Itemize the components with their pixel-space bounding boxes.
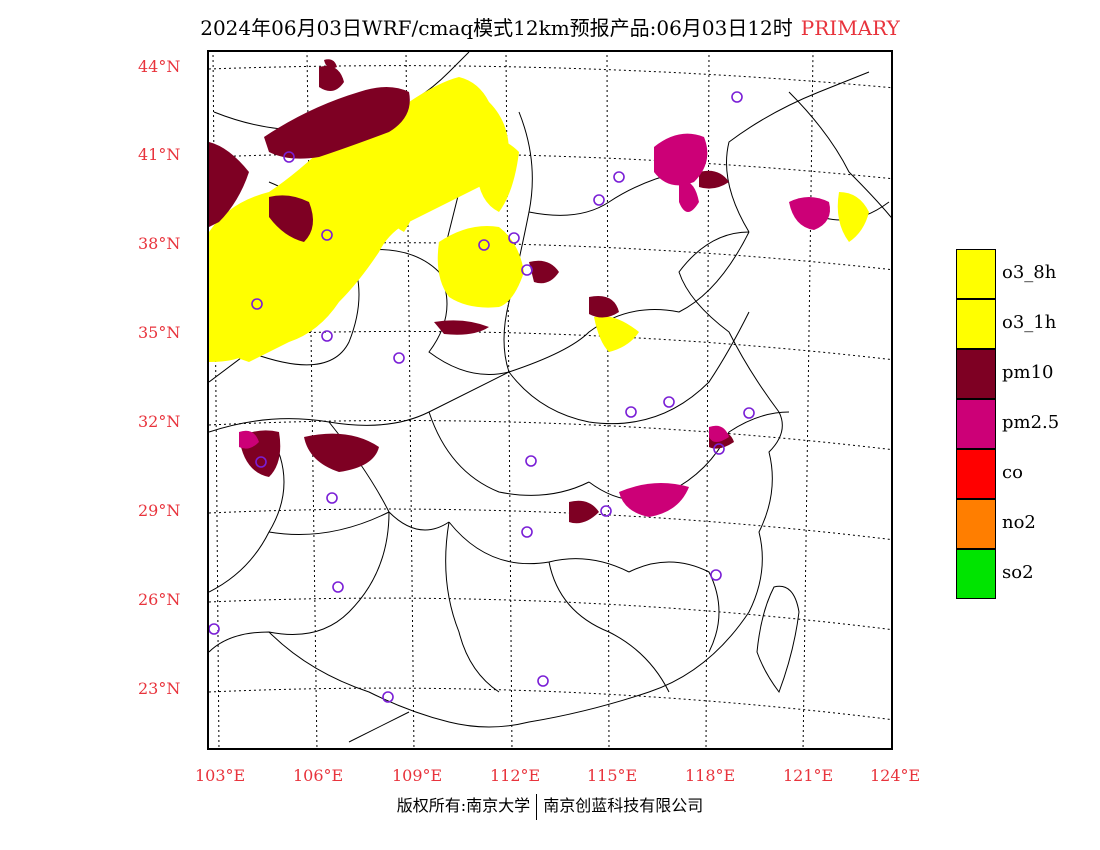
pollution-map bbox=[209, 52, 891, 748]
lon-label-124: 124°E bbox=[870, 766, 921, 785]
pm25-regions bbox=[239, 133, 830, 517]
copyright-footer: 版权所有:南京大学 南京创蓝科技有限公司 bbox=[0, 792, 1100, 820]
legend-label: o3_1h bbox=[1002, 312, 1057, 333]
legend-label: o3_8h bbox=[1002, 262, 1057, 283]
lat-label-44: 44°N bbox=[138, 57, 181, 76]
footer-separator bbox=[536, 793, 538, 820]
map-title: 2024年06月03日WRF/cmaq模式12km预报产品:06月03日12时 P… bbox=[0, 12, 1100, 41]
longitude-gridlines bbox=[212, 52, 814, 748]
lat-label-26: 26°N bbox=[138, 590, 181, 609]
legend-swatch bbox=[956, 549, 996, 599]
legend-item-o3-8h: o3_8h bbox=[956, 249, 1096, 299]
lat-label-35: 35°N bbox=[138, 323, 181, 342]
lon-label-103: 103°E bbox=[195, 766, 246, 785]
ozone-regions bbox=[209, 77, 869, 362]
legend-swatch bbox=[956, 499, 996, 549]
legend-swatch bbox=[956, 399, 996, 449]
map-title-tag: PRIMARY bbox=[800, 16, 900, 40]
map-title-text: 2024年06月03日WRF/cmaq模式12km预报产品:06月03日12时 bbox=[200, 16, 793, 40]
lat-label-38: 38°N bbox=[138, 234, 181, 253]
lat-label-23: 23°N bbox=[138, 679, 181, 698]
lon-label-106: 106°E bbox=[293, 766, 344, 785]
legend-label: co bbox=[1002, 462, 1023, 483]
lon-label-118: 118°E bbox=[685, 766, 736, 785]
legend-label: so2 bbox=[1002, 562, 1034, 583]
footer-right-text: 南京创蓝科技有限公司 bbox=[543, 796, 704, 815]
lat-label-29: 29°N bbox=[138, 501, 181, 520]
legend-swatch bbox=[956, 349, 996, 399]
lat-label-41: 41°N bbox=[138, 145, 181, 164]
legend-label: pm2.5 bbox=[1002, 412, 1060, 433]
pm10-regions bbox=[209, 59, 734, 524]
pollutant-legend: o3_8h o3_1h pm10 pm2.5 co no2 so2 bbox=[956, 249, 1096, 599]
legend-label: no2 bbox=[1002, 512, 1036, 533]
lon-label-109: 109°E bbox=[392, 766, 443, 785]
lon-label-115: 115°E bbox=[587, 766, 638, 785]
legend-item-pm25: pm2.5 bbox=[956, 399, 1096, 449]
legend-swatch bbox=[956, 249, 996, 299]
legend-swatch bbox=[956, 449, 996, 499]
lat-label-32: 32°N bbox=[138, 412, 181, 431]
legend-swatch bbox=[956, 299, 996, 349]
station-markers bbox=[209, 91, 755, 703]
legend-item-o3-1h: o3_1h bbox=[956, 299, 1096, 349]
lon-label-112: 112°E bbox=[490, 766, 541, 785]
legend-item-so2: so2 bbox=[956, 549, 1096, 599]
legend-item-pm10: pm10 bbox=[956, 349, 1096, 399]
lon-label-121: 121°E bbox=[783, 766, 834, 785]
map-frame bbox=[207, 50, 893, 750]
legend-item-co: co bbox=[956, 449, 1096, 499]
legend-item-no2: no2 bbox=[956, 499, 1096, 549]
legend-label: pm10 bbox=[1002, 362, 1054, 383]
footer-left-text: 版权所有:南京大学 bbox=[396, 796, 531, 815]
